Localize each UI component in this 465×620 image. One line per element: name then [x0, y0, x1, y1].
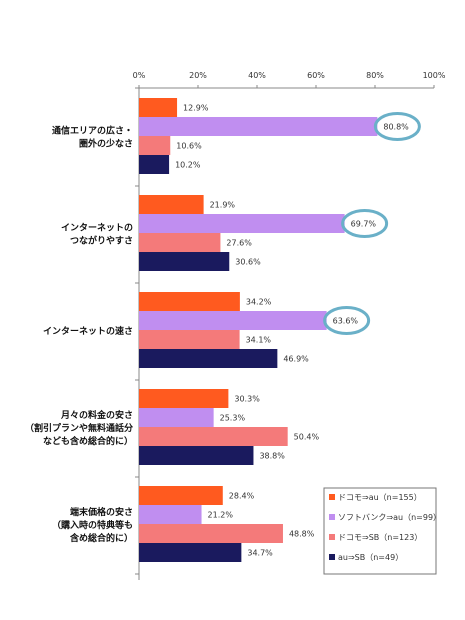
bar — [139, 427, 288, 446]
bar — [139, 155, 170, 174]
category-label: つながりやすさ — [70, 235, 133, 247]
bar — [139, 98, 178, 117]
data-label: 12.9% — [183, 104, 209, 113]
data-label: 21.9% — [210, 201, 236, 210]
data-label: 46.9% — [283, 355, 309, 364]
data-label: 50.4% — [294, 433, 320, 442]
legend-swatch — [329, 554, 335, 560]
legend: ドコモ⇒au（n=155） ソフトバンク⇒au（n=99） ドコモ⇒SB（n=123… — [323, 487, 441, 575]
legend-box — [323, 487, 437, 575]
category-label: 月々の料金の安さ — [60, 409, 133, 421]
bar — [139, 117, 378, 136]
legend-label: ドコモ⇒SB（n=123） — [338, 533, 422, 542]
bar — [139, 524, 283, 543]
category-label: インターネットの — [61, 222, 133, 234]
bar — [139, 195, 204, 214]
category-label: （購入時の特典等も — [52, 519, 133, 531]
bar — [139, 136, 171, 155]
bar — [139, 214, 345, 233]
legend-swatch — [329, 514, 335, 520]
x-tick-label: 100% — [423, 71, 446, 80]
x-tick-label: 0% — [133, 71, 146, 80]
data-label: 21.2% — [208, 511, 234, 520]
bar — [139, 349, 278, 368]
legend-label: ソフトバンク⇒au（n=99） — [338, 513, 441, 522]
bar — [139, 311, 327, 330]
data-label: 28.4% — [229, 492, 255, 501]
data-label: 80.8% — [383, 123, 409, 132]
bar — [139, 252, 230, 271]
data-label: 69.7% — [351, 220, 377, 229]
category-label: 端末価格の安さ — [70, 506, 133, 518]
bar — [139, 233, 221, 252]
bars-layer — [139, 98, 378, 562]
bar — [139, 543, 242, 562]
category-label: インターネットの速さ — [43, 325, 133, 337]
category-label: なども含め総合的に） — [43, 435, 133, 447]
legend-label: au⇒SB（n=49） — [338, 553, 403, 562]
bar — [139, 446, 254, 465]
bar — [139, 292, 240, 311]
labels-layer: 12.9% 80.8% 10.6% 10.2% 21.9% 69.7% 27.6% 30.6%… — [175, 104, 421, 558]
bar — [139, 486, 223, 505]
data-label: 30.3% — [234, 395, 260, 404]
category-label: 圏外の少なさ — [79, 138, 133, 150]
legend-swatch — [329, 534, 335, 540]
category-labels: 通信エリアの広さ・圏外の少なさインターネットのつながりやすさインターネットの速さ… — [25, 125, 133, 545]
data-label: 34.7% — [247, 549, 273, 558]
data-label: 10.2% — [175, 161, 201, 170]
data-label: 34.1% — [246, 336, 272, 345]
data-label: 48.8% — [289, 530, 315, 539]
legend-swatch — [329, 494, 335, 500]
highlight-circle — [341, 209, 389, 238]
category-label: 通信エリアの広さ・ — [52, 125, 133, 137]
bar — [139, 389, 229, 408]
data-label: 10.6% — [176, 142, 202, 151]
highlight-circle — [323, 306, 371, 335]
x-tick-label: 20% — [189, 71, 207, 80]
x-tick-label: 40% — [248, 71, 266, 80]
data-label: 25.3% — [220, 414, 246, 423]
data-label: 38.8% — [259, 452, 285, 461]
legend-label: ドコモ⇒au（n=155） — [338, 493, 422, 502]
x-tick-label: 60% — [307, 71, 325, 80]
x-tick-label: 80% — [366, 71, 384, 80]
data-label: 34.2% — [246, 298, 272, 307]
bar — [139, 505, 202, 524]
data-label: 27.6% — [226, 239, 252, 248]
data-label: 63.6% — [333, 317, 359, 326]
bar — [139, 330, 240, 349]
category-label: （割引プランや無料通話分 — [25, 422, 133, 434]
highlight-circle — [373, 112, 421, 141]
category-label: 含め総合的に） — [69, 532, 133, 544]
data-label: 30.6% — [235, 258, 261, 267]
bar — [139, 408, 214, 427]
